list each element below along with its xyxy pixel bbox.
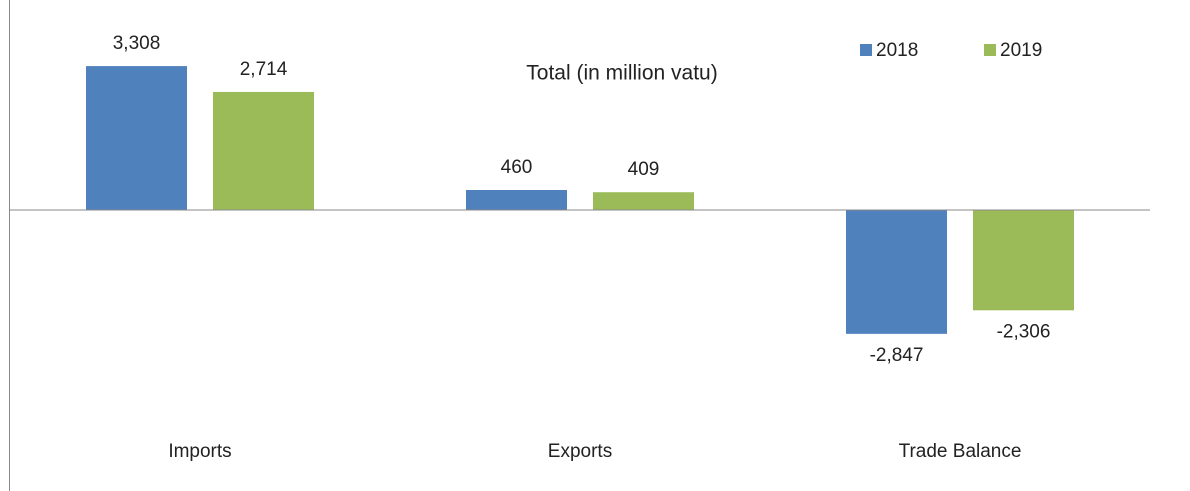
bar — [213, 91, 314, 210]
value-label: 3,308 — [113, 33, 161, 54]
bar — [846, 210, 947, 334]
value-label: -2,847 — [870, 345, 924, 366]
bar — [973, 210, 1074, 311]
bar — [593, 192, 694, 210]
x-tick-label: Trade Balance — [899, 441, 1022, 462]
bar — [466, 189, 567, 210]
chart-subtitle: Total (in million vatu) — [526, 62, 717, 85]
legend-label: 2018 — [876, 40, 918, 61]
legend-swatch — [860, 44, 872, 56]
x-tick-label: Imports — [168, 441, 231, 462]
x-tick-label: Exports — [548, 441, 612, 462]
legend-label: 2019 — [1000, 40, 1042, 61]
legend-swatch — [984, 44, 996, 56]
value-label: 460 — [501, 157, 533, 178]
value-label: 2,714 — [240, 59, 288, 80]
value-label: 409 — [628, 159, 660, 180]
value-label: -2,306 — [997, 321, 1051, 342]
bar — [86, 66, 187, 211]
